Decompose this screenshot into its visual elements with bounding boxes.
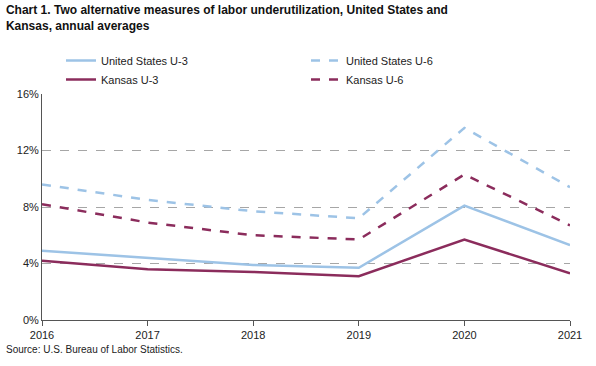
svg-text:United States U-3: United States U-3: [101, 55, 188, 67]
svg-text:2020: 2020: [452, 329, 476, 341]
svg-text:16%: 16%: [17, 88, 39, 100]
svg-text:2018: 2018: [241, 329, 265, 341]
svg-text:United States U-6: United States U-6: [346, 55, 433, 67]
svg-text:2017: 2017: [135, 329, 159, 341]
svg-text:2016: 2016: [30, 329, 54, 341]
svg-text:Chart 1. Two alternative measu: Chart 1. Two alternative measures of lab…: [6, 3, 448, 33]
svg-text:2019: 2019: [347, 329, 371, 341]
svg-text:0%: 0%: [23, 314, 39, 326]
svg-text:8%: 8%: [23, 201, 39, 213]
svg-text:Source: U.S. Bureau of Labor S: Source: U.S. Bureau of Labor Statistics.: [6, 344, 183, 355]
svg-text:4%: 4%: [23, 257, 39, 269]
svg-text:2021: 2021: [558, 329, 582, 341]
svg-text:12%: 12%: [17, 144, 39, 156]
svg-text:Kansas U-3: Kansas U-3: [101, 74, 158, 86]
svg-text:Kansas U-6: Kansas U-6: [346, 74, 403, 86]
